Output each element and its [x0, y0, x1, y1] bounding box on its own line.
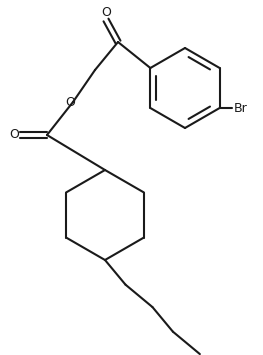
- Text: O: O: [9, 129, 19, 142]
- Text: O: O: [65, 95, 75, 109]
- Text: Br: Br: [234, 102, 247, 115]
- Text: O: O: [101, 5, 111, 18]
